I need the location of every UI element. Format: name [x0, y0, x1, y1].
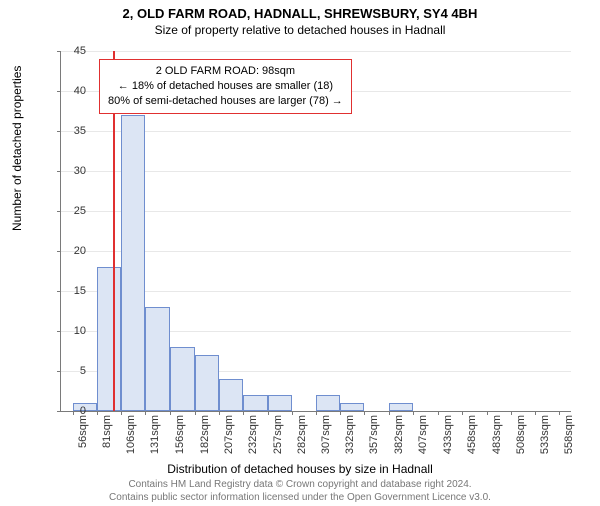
xtick-label: 407sqm	[417, 415, 429, 454]
xtick-label: 332sqm	[344, 415, 356, 454]
xtick-mark	[535, 411, 536, 415]
xtick-label: 131sqm	[149, 415, 161, 454]
ytick-label: 25	[61, 205, 86, 217]
xtick-label: 558sqm	[563, 415, 575, 454]
ytick-label: 10	[61, 325, 86, 337]
histogram-bar	[340, 403, 364, 411]
xtick-label: 282sqm	[296, 415, 308, 454]
chart-title-sub: Size of property relative to detached ho…	[0, 23, 600, 37]
footer-line-1: Contains HM Land Registry data © Crown c…	[0, 479, 600, 492]
xtick-mark	[487, 411, 488, 415]
xtick-label: 483sqm	[491, 415, 503, 454]
property-info-box: 2 OLD FARM ROAD: 98sqm← 18% of detached …	[99, 59, 352, 114]
ytick-label: 20	[61, 245, 86, 257]
xtick-mark	[364, 411, 365, 415]
xtick-label: 307sqm	[320, 415, 332, 454]
xtick-mark	[97, 411, 98, 415]
xtick-label: 81sqm	[101, 415, 113, 448]
xtick-label: 257sqm	[272, 415, 284, 454]
chart-title-main: 2, OLD FARM ROAD, HADNALL, SHREWSBURY, S…	[0, 6, 600, 21]
ytick-label: 0	[61, 405, 86, 417]
ytick-label: 35	[61, 125, 86, 137]
histogram-bar	[195, 355, 219, 411]
histogram-bar	[389, 403, 413, 411]
xtick-mark	[195, 411, 196, 415]
xtick-mark	[121, 411, 122, 415]
histogram-bar	[145, 307, 169, 411]
xtick-mark	[438, 411, 439, 415]
xtick-mark	[340, 411, 341, 415]
xtick-label: 458sqm	[466, 415, 478, 454]
xtick-label: 156sqm	[174, 415, 186, 454]
ytick-label: 30	[61, 165, 86, 177]
ytick-label: 45	[61, 45, 86, 57]
xtick-mark	[389, 411, 390, 415]
xtick-label: 357sqm	[368, 415, 380, 454]
histogram-bar	[219, 379, 243, 411]
xtick-label: 508sqm	[515, 415, 527, 454]
xtick-label: 182sqm	[199, 415, 211, 454]
histogram-bar	[316, 395, 340, 411]
xtick-mark	[268, 411, 269, 415]
histogram-bar	[170, 347, 195, 411]
xtick-label: 433sqm	[442, 415, 454, 454]
xtick-label: 106sqm	[125, 415, 137, 454]
info-box-line: 2 OLD FARM ROAD: 98sqm	[108, 64, 343, 79]
histogram-bar	[97, 267, 121, 411]
info-box-line: 80% of semi-detached houses are larger (…	[108, 94, 343, 109]
xtick-mark	[292, 411, 293, 415]
xtick-mark	[145, 411, 146, 415]
footer-line-2: Contains public sector information licen…	[0, 492, 600, 505]
xtick-mark	[219, 411, 220, 415]
y-axis-label: Number of detached properties	[10, 66, 24, 231]
gridline	[61, 51, 571, 52]
x-axis-label: Distribution of detached houses by size …	[0, 462, 600, 476]
xtick-mark	[316, 411, 317, 415]
info-box-line: ← 18% of detached houses are smaller (18…	[108, 79, 343, 94]
histogram-bar	[243, 395, 267, 411]
xtick-mark	[559, 411, 560, 415]
histogram-bar	[121, 115, 145, 411]
xtick-label: 382sqm	[393, 415, 405, 454]
histogram-plot-area: 56sqm81sqm106sqm131sqm156sqm182sqm207sqm…	[60, 51, 571, 412]
xtick-mark	[413, 411, 414, 415]
xtick-label: 207sqm	[223, 415, 235, 454]
ytick-label: 40	[61, 85, 86, 97]
xtick-mark	[511, 411, 512, 415]
ytick-label: 15	[61, 285, 86, 297]
histogram-bar	[268, 395, 292, 411]
xtick-mark	[170, 411, 171, 415]
xtick-label: 533sqm	[539, 415, 551, 454]
ytick-label: 5	[61, 365, 86, 377]
xtick-mark	[462, 411, 463, 415]
xtick-mark	[243, 411, 244, 415]
footer-attribution: Contains HM Land Registry data © Crown c…	[0, 479, 600, 504]
xtick-label: 56sqm	[77, 415, 89, 448]
xtick-label: 232sqm	[247, 415, 259, 454]
